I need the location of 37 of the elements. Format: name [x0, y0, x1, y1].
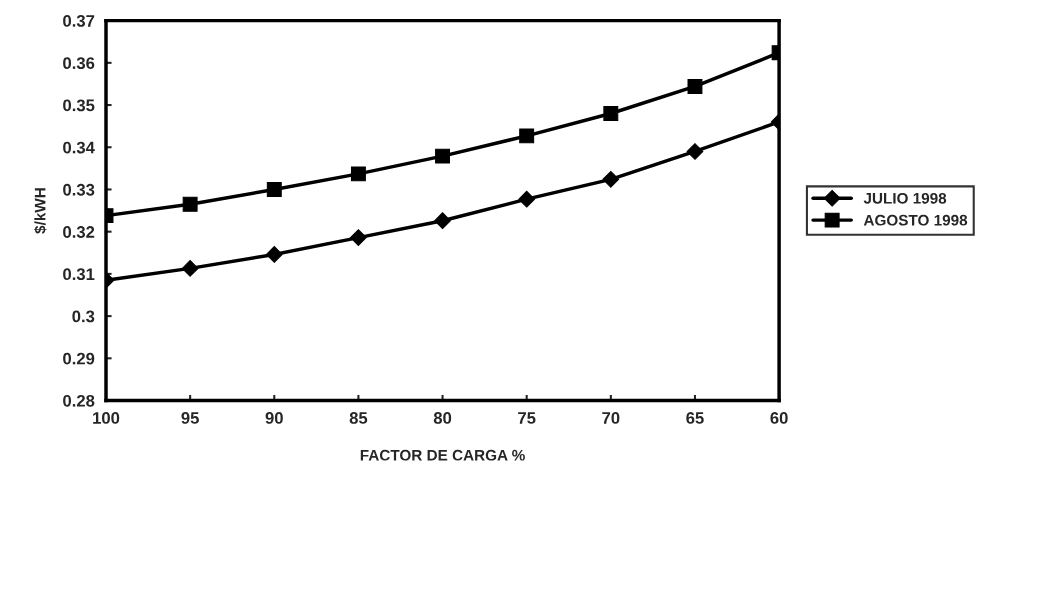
x-tick-label: 60 — [770, 412, 788, 424]
point — [519, 128, 535, 144]
legend-label: AGOSTO 1998 — [863, 214, 968, 226]
y-tick-label: 0.37 — [63, 15, 95, 27]
x-tick-label: 70 — [602, 412, 620, 424]
x-tick-label: 65 — [686, 412, 704, 424]
y-tick-label: 0.36 — [63, 57, 95, 70]
y-tick-label: 0.29 — [63, 352, 95, 365]
point — [518, 190, 536, 208]
x-tick-label: 85 — [349, 412, 368, 424]
x-tick-label: 100 — [93, 412, 120, 424]
point — [602, 170, 620, 188]
y-tick-label: 0.28 — [63, 394, 95, 407]
point — [687, 79, 703, 94]
point — [434, 212, 451, 230]
x-tick-label: 95 — [181, 412, 199, 424]
x-tick-label: 90 — [265, 412, 283, 424]
y-tick-label: 0.3 — [72, 310, 95, 323]
point — [181, 260, 199, 277]
y-tick-label: 0.33 — [63, 183, 95, 196]
legend-label: JULIO 1998 — [863, 192, 947, 204]
y-tick-label: 0.35 — [63, 99, 95, 112]
y-tick-label: 0.34 — [63, 141, 95, 154]
point — [686, 143, 704, 160]
point — [603, 106, 619, 121]
x-tick-label: 75 — [518, 412, 536, 424]
x-tick-label: 80 — [433, 412, 452, 424]
y-tick-label: 0.32 — [63, 226, 95, 238]
point — [350, 229, 367, 246]
point — [435, 148, 451, 164]
point — [350, 166, 366, 182]
point — [182, 196, 198, 212]
point — [265, 246, 283, 263]
x-axis-title: FACTOR DE CARGA % — [360, 449, 525, 461]
point — [266, 182, 282, 197]
y-tick-label: 0.31 — [63, 268, 95, 281]
y-axis-title: $/kWH — [34, 188, 47, 234]
